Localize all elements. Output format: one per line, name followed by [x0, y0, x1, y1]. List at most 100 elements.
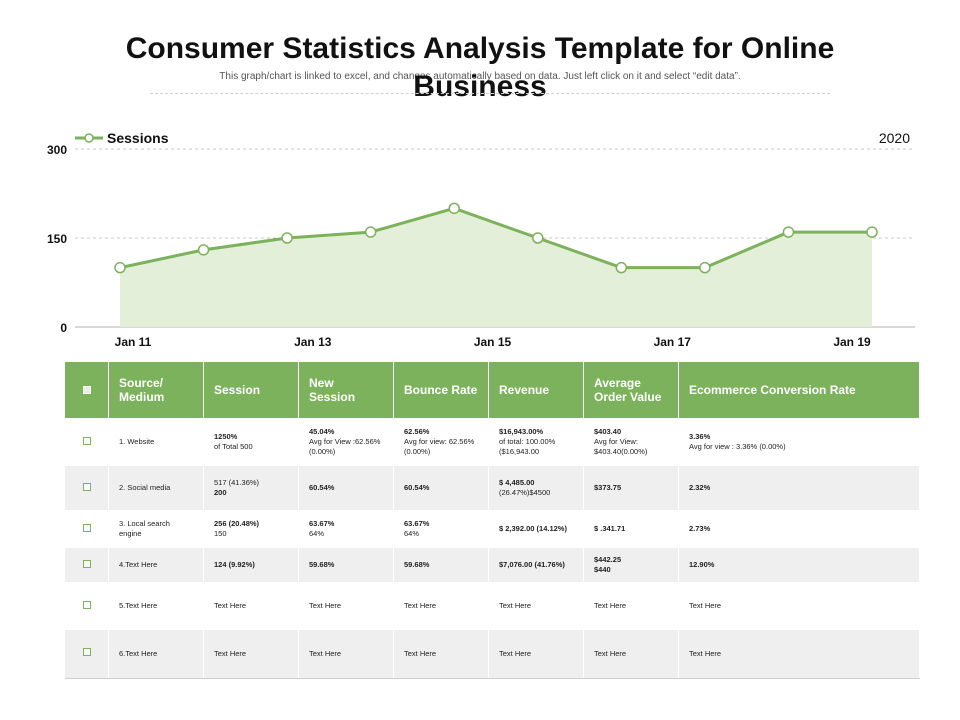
row-checkbox[interactable] — [82, 648, 91, 657]
cell-source: 4.Text Here — [108, 548, 204, 582]
cell-revenue: $ 4,485.00 (26.47%)$4500 — [488, 466, 584, 510]
cell-average-order-value: Text Here — [583, 630, 679, 679]
table-row: 5.Text Here Text Here Text Here Text Her… — [65, 582, 920, 630]
data-point — [197, 244, 210, 256]
cell-average-order-value: $373.75 — [583, 466, 679, 510]
row-checkbox[interactable] — [82, 436, 91, 445]
sessions-area-chart: 0 150 300 Jan 11 Jan 13 Jan 15 Jan 17 Jan 19 S… — [47, 130, 915, 349]
cell-bounce-rate: Text Here — [393, 630, 489, 679]
cell-new-session: Text Here — [298, 630, 394, 679]
cell-bounce-rate: 60.54% — [393, 466, 489, 510]
cell-bounce-rate: Text Here — [393, 582, 489, 630]
row-checkbox-cell — [65, 548, 109, 582]
data-point — [114, 261, 126, 274]
chart-year-label: 2020 — [879, 130, 910, 146]
cell-source: 5.Text Here — [108, 582, 204, 630]
cell-session: 256 (20.48%) 150 — [203, 510, 299, 548]
legend-label-sessions: Sessions — [107, 130, 169, 146]
consumer-statistics-table: Source/ Medium Session New Session Bounc… — [65, 362, 920, 679]
cell-bounce-rate: 59.68% — [393, 548, 489, 582]
cell-conversion-rate: 3.36% Avg for view : 3.36% (0.00%) — [678, 418, 920, 466]
legend-swatch-marker — [84, 133, 94, 143]
y-tick-label: 300 — [47, 143, 67, 157]
sessions-area-fill — [120, 208, 872, 327]
cell-new-session: 59.68% — [298, 548, 394, 582]
cell-session: Text Here — [203, 630, 299, 679]
title-divider — [150, 93, 830, 94]
x-tick-label: Jan 19 — [833, 335, 871, 349]
cell-average-order-value: $403.40 Avg for View: $403.40(0.00%) — [583, 418, 679, 466]
data-point — [866, 226, 878, 238]
x-tick-label: Jan 17 — [654, 335, 692, 349]
cell-revenue: Text Here — [488, 630, 584, 679]
y-tick-label: 150 — [47, 232, 67, 246]
cell-average-order-value: $442.25 $440 — [583, 548, 679, 582]
cell-source: 1. Website — [108, 418, 204, 466]
x-tick-label: Jan 15 — [474, 335, 512, 349]
chart-legend: Sessions — [75, 130, 169, 146]
x-tick-label: Jan 13 — [294, 335, 332, 349]
table-row: 2. Social media 517 (41.36%) 200 60.54% 6… — [65, 466, 920, 510]
cell-session: 1250% of Total 500 — [203, 418, 299, 466]
cell-conversion-rate: 2.73% — [678, 510, 920, 548]
page-title-line2: Business — [413, 70, 547, 103]
row-checkbox-cell — [65, 510, 109, 548]
row-checkbox-cell — [65, 582, 109, 630]
data-point — [699, 261, 711, 274]
page-title: Consumer Statistics Analysis Template fo… — [125, 32, 835, 65]
data-point — [532, 232, 544, 244]
row-checkbox[interactable] — [82, 559, 91, 568]
row-checkbox[interactable] — [82, 600, 91, 609]
cell-new-session: 45.04% Avg for View :62.56% (0.00%) — [298, 418, 394, 466]
header-average-order-value: Average Order Value — [583, 362, 679, 418]
cell-bounce-rate: 62.56% Avg for view: 62.56%(0.00%) — [393, 418, 489, 466]
row-checkbox-cell — [65, 630, 109, 679]
cell-revenue: $7,076.00 (41.76%) — [488, 548, 584, 582]
cell-average-order-value: Text Here — [583, 582, 679, 630]
header-source-medium: Source/ Medium — [108, 362, 204, 418]
cell-conversion-rate: Text Here — [678, 582, 920, 630]
row-checkbox-cell — [65, 418, 109, 466]
cell-conversion-rate: Text Here — [678, 630, 920, 679]
data-point — [615, 261, 628, 274]
cell-new-session: 63.67% 64% — [298, 510, 394, 548]
table-header-row: Source/ Medium Session New Session Bounc… — [65, 362, 920, 418]
y-tick-label: 0 — [60, 321, 67, 335]
cell-session: 517 (41.36%) 200 — [203, 466, 299, 510]
header-checkbox[interactable] — [82, 386, 91, 394]
cell-conversion-rate: 2.32% — [678, 466, 920, 510]
table-row: 3. Local search engine 256 (20.48%) 150 6… — [65, 510, 920, 548]
row-checkbox-cell — [65, 466, 109, 510]
cell-new-session: Text Here — [298, 582, 394, 630]
cell-average-order-value: $ .341.71 — [583, 510, 679, 548]
data-point — [448, 202, 460, 215]
header-new-session: New Session — [298, 362, 394, 418]
x-tick-label: Jan 11 — [115, 335, 152, 349]
cell-conversion-rate: 12.90% — [678, 548, 920, 582]
header-ecommerce-conversion-rate: Ecommerce Conversion Rate — [678, 362, 920, 418]
cell-session: 124 (9.92%) — [203, 548, 299, 582]
cell-new-session: 60.54% — [298, 466, 394, 510]
page-subtitle: This graph/chart is linked to excel, and… — [219, 71, 741, 82]
header-bounce-rate: Bounce Rate — [393, 362, 489, 418]
header-checkbox-cell — [65, 362, 109, 418]
header-revenue: Revenue — [488, 362, 584, 418]
table-row: 1. Website 1250% of Total 500 45.04% Avg f… — [65, 418, 920, 466]
cell-revenue: $16,943.00% of total: 100.00%($16,943.00 — [488, 418, 584, 466]
sessions-series-line — [119, 206, 872, 270]
cell-revenue: Text Here — [488, 582, 584, 630]
data-point — [782, 226, 795, 238]
cell-session: Text Here — [203, 582, 299, 630]
header-session: Session — [203, 362, 299, 418]
row-checkbox[interactable] — [82, 523, 91, 532]
data-point — [364, 226, 377, 238]
cell-bounce-rate: 63.67% 64% — [393, 510, 489, 548]
row-checkbox[interactable] — [82, 482, 91, 491]
table-row: 6.Text Here Text Here Text Here Text Her… — [65, 630, 920, 679]
table-row: 4.Text Here 124 (9.92%) 59.68% 59.68% $7… — [65, 548, 920, 582]
cell-source: 6.Text Here — [108, 630, 204, 679]
cell-revenue: $ 2,392.00 (14.12%) — [488, 510, 584, 548]
cell-source: 3. Local search engine — [108, 510, 204, 548]
data-point — [281, 232, 293, 244]
cell-source: 2. Social media — [108, 466, 204, 510]
